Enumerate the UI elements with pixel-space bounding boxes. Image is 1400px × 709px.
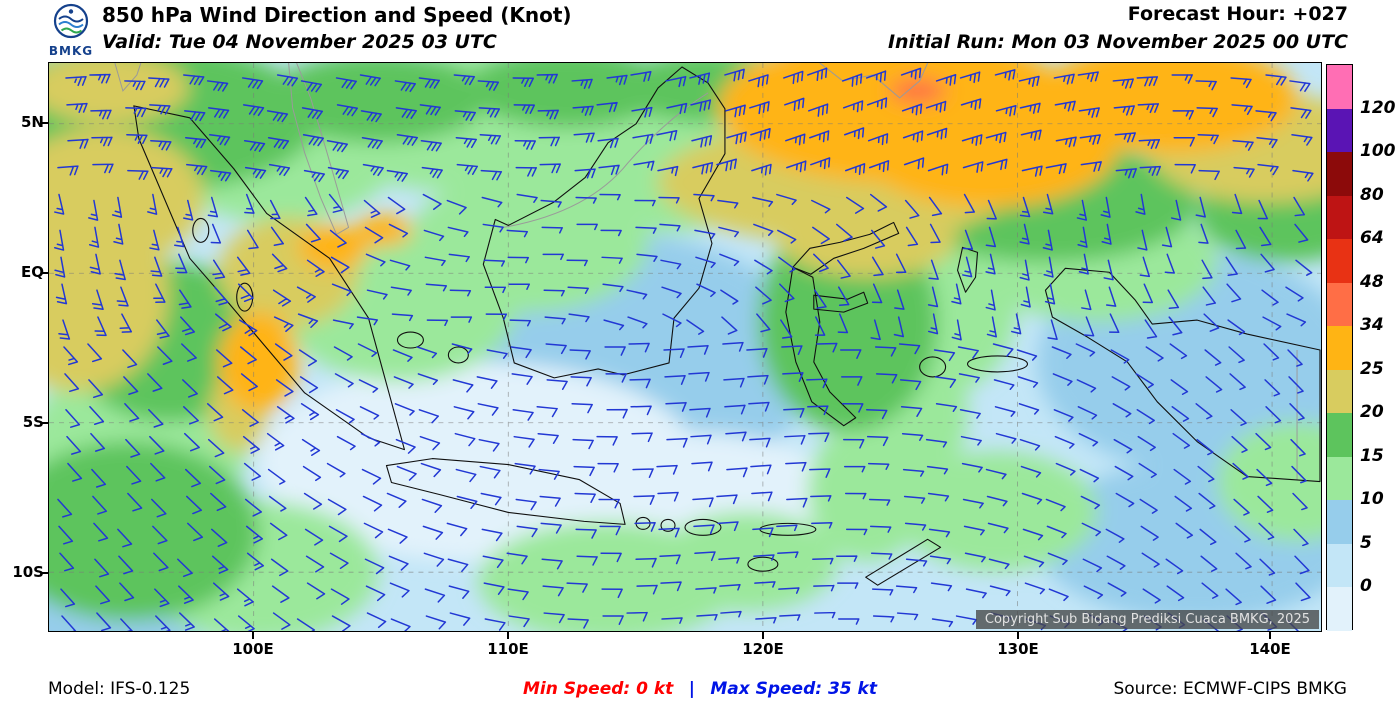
- legend-color-segment: [1327, 543, 1352, 588]
- legend-color-segment: [1327, 239, 1352, 283]
- legend-label: 48: [1360, 271, 1384, 292]
- copyright-notice: Copyright Sub Bidang Prediksi Cuaca BMKG…: [975, 610, 1319, 629]
- legend-color-segment: [1327, 65, 1352, 109]
- legend-color-segment: [1327, 587, 1352, 631]
- bmkg-logo-icon: [53, 3, 89, 39]
- lat-tick-5n: 5N: [21, 113, 44, 131]
- legend-color-segment: [1327, 108, 1352, 153]
- forecast-hour: Forecast Hour: +027: [1127, 3, 1348, 25]
- axis-tick: [41, 122, 48, 124]
- speed-range: Min Speed: 0 kt | Max Speed: 35 kt: [0, 679, 1400, 699]
- axis-tick: [1017, 632, 1019, 639]
- legend-label: 80: [1360, 184, 1384, 205]
- wind-speed-colorbar: [1326, 64, 1353, 631]
- legend-label: 120: [1360, 97, 1396, 118]
- legend-color-segment: [1327, 413, 1352, 457]
- source-label: Source: ECMWF-CIPS BMKG: [1113, 679, 1347, 699]
- legend-label: 0: [1360, 576, 1372, 597]
- legend-label: 64: [1360, 228, 1384, 249]
- legend-color-segment: [1327, 369, 1352, 414]
- foreign-coastlines: [114, 63, 1298, 480]
- legend-color-segment: [1327, 326, 1352, 370]
- axis-tick: [1269, 632, 1271, 639]
- bmkg-logo-text: BMKG: [48, 44, 94, 58]
- legend-label: 100: [1360, 141, 1396, 162]
- lon-tick-130e: 130E: [997, 640, 1039, 658]
- lat-tick-10s: 10S: [12, 563, 44, 581]
- bmkg-logo: BMKG: [44, 1, 98, 58]
- map-frame: Copyright Sub Bidang Prediksi Cuaca BMKG…: [48, 62, 1322, 632]
- lon-tick-140e: 140E: [1249, 640, 1291, 658]
- legend-label: 25: [1360, 358, 1384, 379]
- valid-time: Valid: Tue 04 November 2025 03 UTC: [102, 31, 497, 53]
- lon-tick-110e: 110E: [487, 640, 529, 658]
- legend-color-segment: [1327, 456, 1352, 501]
- legend-color-segment: [1327, 282, 1352, 327]
- legend-color-segment: [1327, 152, 1352, 196]
- axis-tick: [41, 422, 48, 424]
- legend-color-segment: [1327, 500, 1352, 544]
- lat-tick-eq: EQ: [21, 263, 44, 281]
- wind-barbs: [54, 67, 1314, 631]
- axis-tick: [41, 572, 48, 574]
- initial-run: Initial Run: Mon 03 November 2025 00 UTC: [887, 31, 1348, 53]
- coastlines: [133, 66, 1321, 586]
- wind-speed-shading: [49, 63, 1321, 631]
- legend-color-segment: [1327, 195, 1352, 240]
- legend-label: 5: [1360, 532, 1372, 553]
- legend-label: 15: [1360, 445, 1384, 466]
- wind-speed-legend-labels: 120 100 80 64 48 34 25 20 15 10 5 0: [1360, 64, 1400, 630]
- axis-tick: [41, 272, 48, 274]
- min-speed-label: Min Speed: 0 kt: [523, 679, 674, 699]
- max-speed-label: Max Speed: 35 kt: [710, 679, 877, 699]
- lon-tick-120e: 120E: [742, 640, 784, 658]
- legend-label: 34: [1360, 315, 1384, 336]
- legend-label: 10: [1360, 489, 1384, 510]
- model-label: Model: IFS-0.125: [48, 679, 191, 699]
- legend-label: 20: [1360, 402, 1384, 423]
- lat-tick-5s: 5S: [22, 413, 44, 431]
- axis-tick: [762, 632, 764, 639]
- axis-tick: [252, 632, 254, 639]
- speed-separator: |: [688, 679, 695, 699]
- page-title: 850 hPa Wind Direction and Speed (Knot): [102, 3, 572, 27]
- lon-tick-100e: 100E: [232, 640, 274, 658]
- axis-tick: [507, 632, 509, 639]
- wind-map: [49, 63, 1321, 631]
